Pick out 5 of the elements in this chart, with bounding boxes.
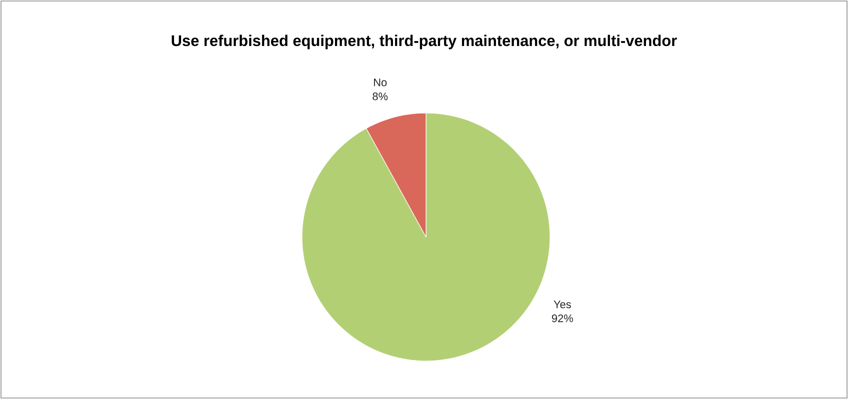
data-label: 92% [552, 314, 573, 322]
slice-label: Yes [554, 300, 571, 308]
slice-label: No [374, 78, 387, 86]
chart-title: Use refurbished equipment, third-party maintenance, or multi-vendor [172, 34, 677, 50]
data-label: 8% [372, 92, 388, 100]
